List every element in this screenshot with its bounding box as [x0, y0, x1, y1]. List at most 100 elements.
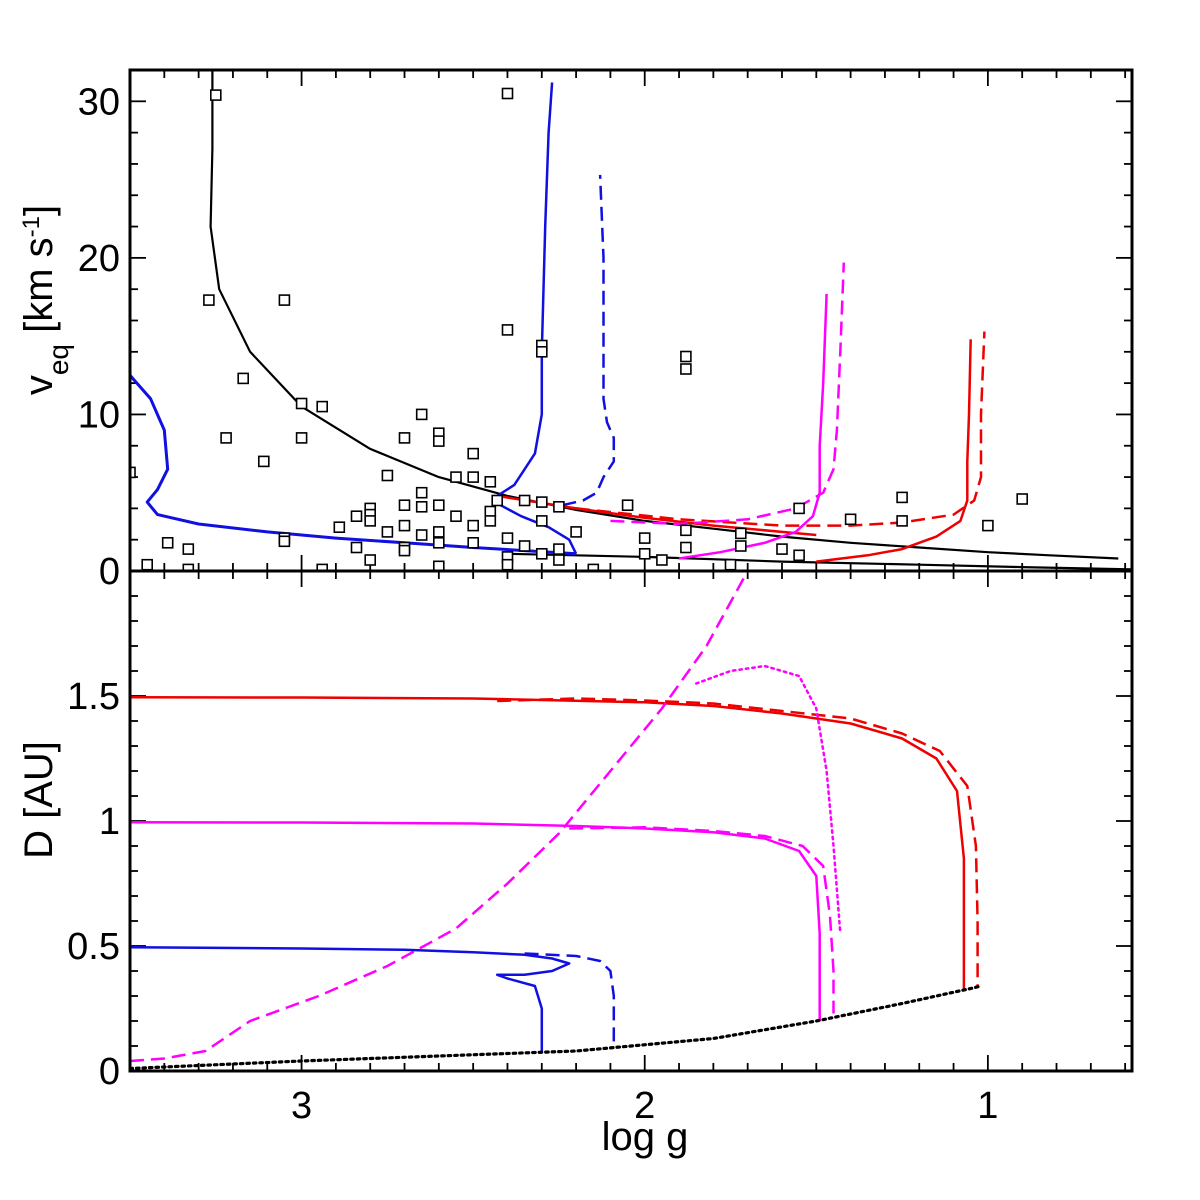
y-title-sup: -1: [18, 216, 45, 237]
observation-point: [553, 554, 565, 566]
y-tick-label: 30: [78, 81, 120, 123]
observation-point: [1016, 493, 1029, 505]
observation-point: [484, 475, 497, 488]
observation-point: [432, 435, 445, 447]
observation-point: [844, 513, 857, 526]
observation-point: [415, 408, 428, 421]
observation-point: [364, 554, 377, 566]
observation-point: [680, 524, 692, 537]
observation-point: [467, 447, 480, 460]
observation-point: [484, 515, 497, 527]
series-black-solid: [209, 70, 1119, 560]
observation-point: [535, 496, 548, 508]
y-title-sub: eq: [43, 344, 74, 375]
observation-point: [432, 499, 445, 512]
observation-point: [415, 486, 428, 499]
y-tick-label: 1.5: [67, 676, 120, 718]
observation-point: [793, 502, 805, 515]
observation-point: [210, 89, 222, 101]
observation-point: [484, 505, 497, 518]
observation-point: [896, 515, 908, 527]
observation-point: [734, 540, 747, 552]
top-y-axis-title: veq [km s-1]: [17, 205, 74, 395]
observation-point: [776, 543, 788, 555]
observation-point: [680, 350, 692, 363]
y-tick-label: 0: [99, 1051, 120, 1093]
observation-point: [278, 294, 291, 306]
series-magenta-dashed: [610, 262, 846, 526]
bottom-ticks: [129, 570, 1132, 1072]
observation-point: [130, 466, 136, 479]
y-title-main: v: [17, 375, 61, 395]
series-magenta-dotted: [694, 664, 842, 935]
observation-point: [896, 491, 908, 504]
bottom-panel-series: [130, 571, 983, 1071]
observation-point: [364, 515, 377, 527]
observation-point: [182, 563, 195, 571]
observation-point: [501, 324, 514, 336]
observation-point: [656, 554, 668, 566]
observation-point: [220, 432, 232, 444]
observation-point: [381, 526, 394, 538]
observation-point: [161, 536, 174, 549]
y-tick-label: 0.5: [67, 926, 120, 968]
y-tick-label: 1: [99, 801, 120, 843]
bottom-y-tick-labels: 0 0.5 1 1.5: [67, 676, 120, 1093]
observation-point: [398, 544, 411, 557]
x-tick-label: 3: [291, 1085, 312, 1127]
observation-point: [398, 432, 411, 444]
observation-point: [278, 535, 291, 548]
observation-point: [415, 529, 428, 541]
y-tick-label: 0: [99, 551, 120, 593]
observation-point: [467, 471, 480, 483]
observation-point: [501, 558, 514, 571]
series-blue-solid-left: [130, 374, 577, 556]
observation-point: [535, 515, 548, 527]
series-blue-dashed: [524, 952, 616, 1046]
x-axis-title: log g: [602, 1115, 689, 1159]
observation-point: [316, 400, 329, 413]
series-red-solid: [130, 696, 966, 989]
top-ticks: [129, 69, 1132, 572]
observation-point: [432, 536, 445, 549]
observation-point: [350, 541, 363, 554]
observation-point: [381, 469, 394, 482]
observation-point: [535, 547, 548, 560]
observation-point: [432, 560, 445, 571]
observation-point: [295, 397, 308, 410]
top-panel-frame: [128, 68, 1134, 573]
series-blue-solid: [130, 946, 571, 1051]
observation-point: [203, 294, 215, 306]
top-panel-series: [130, 70, 1132, 571]
series-magenta-dashed-rising: [130, 571, 749, 1063]
series-magenta-solid: [678, 293, 828, 560]
observation-point: [982, 519, 994, 532]
observation-point: [501, 87, 514, 100]
observation-point: [237, 372, 249, 385]
bottom-panel-frame: [128, 569, 1134, 1073]
series-blue-dashed: [562, 174, 616, 507]
top-y-tick-labels: 0 10 20 30: [78, 81, 120, 593]
y-tick-label: 20: [78, 238, 120, 280]
top-panel-observations: [130, 87, 1029, 571]
observation-point: [333, 521, 346, 534]
y-tick-label: 10: [78, 394, 120, 436]
observation-point: [350, 510, 363, 523]
observation-point: [415, 500, 428, 513]
observation-point: [491, 494, 504, 507]
observation-point: [793, 549, 805, 562]
observation-point: [257, 455, 270, 468]
observation-point: [518, 494, 531, 507]
observation-point: [734, 527, 747, 540]
observation-point: [450, 471, 462, 483]
x-tick-labels: 3 2 1: [291, 1085, 998, 1127]
observation-point: [467, 536, 480, 549]
series-red-solid-right: [816, 339, 972, 563]
observation-point: [518, 540, 531, 552]
series-black-solid-lower: [507, 552, 1132, 571]
observation-point: [398, 519, 411, 532]
observation-point: [587, 563, 600, 571]
bottom-y-axis-title: D [AU]: [17, 741, 61, 859]
observation-point: [570, 526, 582, 538]
